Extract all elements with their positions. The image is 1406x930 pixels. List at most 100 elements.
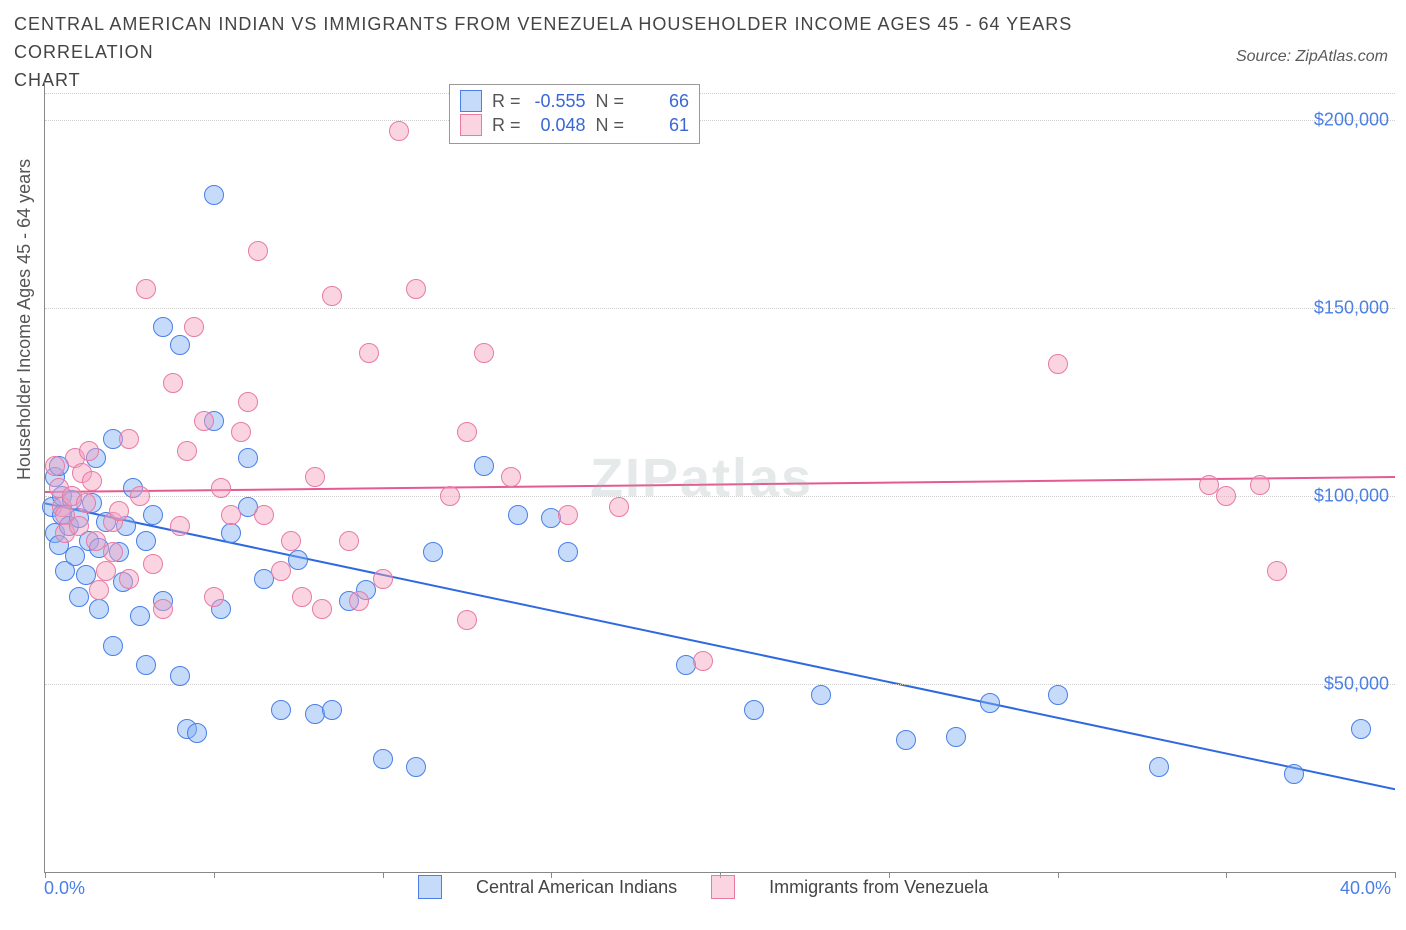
data-point xyxy=(1267,561,1287,581)
data-point xyxy=(980,693,1000,713)
data-point xyxy=(96,561,116,581)
data-point xyxy=(136,531,156,551)
data-point xyxy=(204,185,224,205)
data-point xyxy=(389,121,409,141)
data-point xyxy=(322,700,342,720)
data-point xyxy=(221,523,241,543)
n-value-a: 66 xyxy=(629,89,689,113)
data-point xyxy=(1048,685,1068,705)
data-point xyxy=(281,531,301,551)
data-point xyxy=(501,467,521,487)
data-point xyxy=(693,651,713,671)
data-point xyxy=(163,373,183,393)
data-point xyxy=(238,392,258,412)
data-point xyxy=(153,599,173,619)
data-point xyxy=(170,666,190,686)
data-point xyxy=(744,700,764,720)
swatch-series-b xyxy=(460,114,482,136)
y-axis-label: Householder Income Ages 45 - 64 years xyxy=(14,159,35,480)
legend-stats-row-a: R = -0.555 N = 66 xyxy=(460,89,689,113)
data-point xyxy=(76,493,96,513)
data-point xyxy=(170,516,190,536)
data-point xyxy=(558,505,578,525)
data-point xyxy=(130,606,150,626)
legend-stats-row-b: R = 0.048 N = 61 xyxy=(460,113,689,137)
data-point xyxy=(130,486,150,506)
x-tick-mark xyxy=(214,872,215,878)
scatter-chart: ZIPatlas $50,000$100,000$150,000$200,000 xyxy=(44,82,1395,873)
x-tick-mark xyxy=(1395,872,1396,878)
data-point xyxy=(322,286,342,306)
x-tick-mark xyxy=(1226,872,1227,878)
data-point xyxy=(153,317,173,337)
data-point xyxy=(248,241,268,261)
legend-label-b: Immigrants from Venezuela xyxy=(769,877,988,898)
y-tick-label: $200,000 xyxy=(1314,109,1389,130)
data-point xyxy=(423,542,443,562)
data-point xyxy=(1351,719,1371,739)
data-point xyxy=(474,456,494,476)
r-label-b: R = 0.048 xyxy=(492,113,586,137)
data-point xyxy=(457,610,477,630)
gridline xyxy=(45,684,1395,685)
x-tick-mark xyxy=(383,872,384,878)
data-point xyxy=(79,441,99,461)
n-label-b: N = 61 xyxy=(596,113,690,137)
data-point xyxy=(946,727,966,747)
data-point xyxy=(359,343,379,363)
gridline xyxy=(45,308,1395,309)
trend-line-b xyxy=(45,477,1395,492)
data-point xyxy=(103,636,123,656)
data-point xyxy=(89,599,109,619)
n-value-b: 61 xyxy=(629,113,689,137)
data-point xyxy=(373,749,393,769)
data-point xyxy=(271,561,291,581)
title-line1: CENTRAL AMERICAN INDIAN VS IMMIGRANTS FR… xyxy=(14,14,1072,62)
r-value-b: 0.048 xyxy=(526,113,586,137)
data-point xyxy=(811,685,831,705)
y-tick-label: $100,000 xyxy=(1314,485,1389,506)
data-point xyxy=(305,467,325,487)
x-tick-label: 40.0% xyxy=(1340,878,1391,899)
data-point xyxy=(204,587,224,607)
y-tick-label: $50,000 xyxy=(1324,673,1389,694)
data-point xyxy=(187,723,207,743)
data-point xyxy=(69,587,89,607)
swatch-series-a xyxy=(460,90,482,112)
y-tick-label: $150,000 xyxy=(1314,297,1389,318)
data-point xyxy=(406,757,426,777)
trend-line-a xyxy=(45,503,1395,789)
data-point xyxy=(82,471,102,491)
data-point xyxy=(143,554,163,574)
data-point xyxy=(109,501,129,521)
data-point xyxy=(136,655,156,675)
data-point xyxy=(288,550,308,570)
swatch-bottom-b xyxy=(711,875,735,899)
data-point xyxy=(170,335,190,355)
data-point xyxy=(119,569,139,589)
data-point xyxy=(177,441,197,461)
data-point xyxy=(457,422,477,442)
data-point xyxy=(312,599,332,619)
data-point xyxy=(45,456,65,476)
data-point xyxy=(119,429,139,449)
gridline xyxy=(45,120,1395,121)
data-point xyxy=(474,343,494,363)
data-point xyxy=(221,505,241,525)
data-point xyxy=(143,505,163,525)
r-value-a: -0.555 xyxy=(526,89,586,113)
data-point xyxy=(508,505,528,525)
source-attribution: Source: ZipAtlas.com xyxy=(1236,48,1388,66)
data-point xyxy=(1284,764,1304,784)
data-point xyxy=(184,317,204,337)
data-point xyxy=(1216,486,1236,506)
data-point xyxy=(254,505,274,525)
legend-series: Central American Indians Immigrants from… xyxy=(418,875,988,899)
data-point xyxy=(406,279,426,299)
data-point xyxy=(69,516,89,536)
n-label-a: N = 66 xyxy=(596,89,690,113)
data-point xyxy=(896,730,916,750)
data-point xyxy=(609,497,629,517)
data-point xyxy=(1149,757,1169,777)
data-point xyxy=(89,580,109,600)
